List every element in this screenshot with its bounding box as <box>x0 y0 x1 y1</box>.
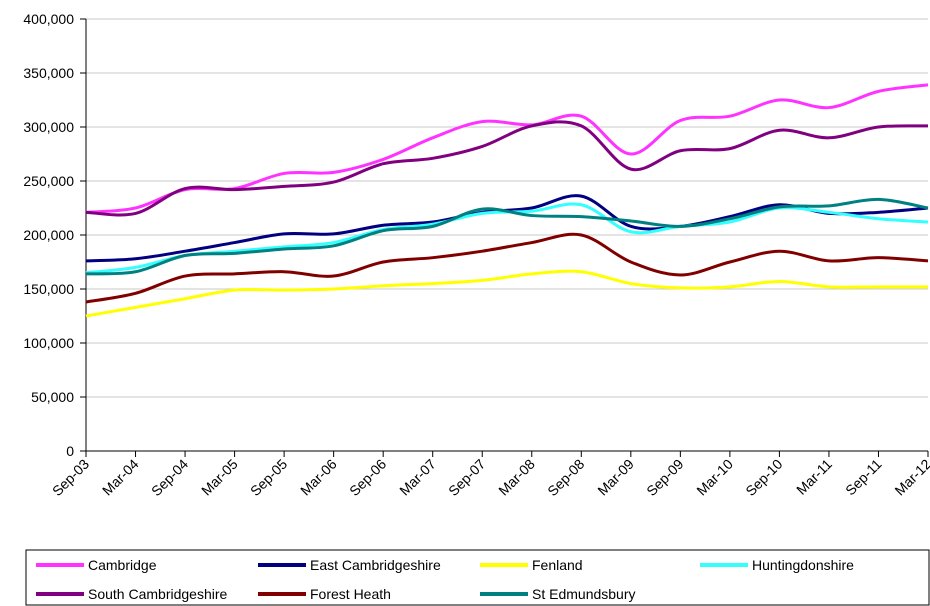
x-tick-label: Mar-06 <box>297 456 340 499</box>
x-tick-label: Sep-10 <box>742 456 785 499</box>
x-tick-label: Sep-11 <box>842 456 885 499</box>
x-tick-label: Sep-04 <box>148 456 191 499</box>
y-tick-label: 150,000 <box>23 281 74 297</box>
y-tick-label: 350,000 <box>23 65 74 81</box>
legend-label: Cambridge <box>88 557 157 573</box>
legend-box <box>25 549 930 606</box>
y-tick-label: 100,000 <box>23 335 74 351</box>
x-tick-label: Mar-07 <box>396 456 439 499</box>
line <box>85 197 929 276</box>
line <box>85 83 929 214</box>
x-tick-label: Mar-05 <box>198 456 241 499</box>
y-tick-label: 300,000 <box>23 119 74 135</box>
legend-label: St Edmundsbury <box>532 586 636 602</box>
line <box>85 269 928 318</box>
legend-label: South Cambridgeshire <box>88 586 228 602</box>
x-tick-label: Sep-08 <box>544 456 587 499</box>
x-tick-label: Mar-04 <box>99 456 142 499</box>
line <box>85 202 929 275</box>
legend-label: Fenland <box>532 557 583 573</box>
x-tick-label: Mar-09 <box>594 456 637 499</box>
y-tick-label: 250,000 <box>23 173 74 189</box>
y-tick-label: 400,000 <box>23 11 74 27</box>
x-tick-label: Mar-10 <box>693 456 736 499</box>
y-tick-label: 0 <box>66 443 74 459</box>
legend-label: Forest Heath <box>310 586 391 602</box>
x-tick-label: Mar-11 <box>793 456 835 498</box>
x-tick-label: Mar-12 <box>891 456 930 499</box>
x-tick-label: Sep-07 <box>445 456 488 499</box>
x-tick-label: Sep-09 <box>643 456 686 499</box>
legend-label: East Cambridgeshire <box>310 557 441 573</box>
legend-label: Huntingdonshire <box>752 557 854 573</box>
x-tick-label: Mar-08 <box>495 456 538 499</box>
y-tick-label: 50,000 <box>31 389 74 405</box>
x-tick-label: Sep-05 <box>247 456 290 499</box>
line <box>85 232 929 304</box>
y-tick-label: 200,000 <box>23 227 74 243</box>
x-tick-label: Sep-06 <box>346 456 389 499</box>
x-tick-label: Sep-03 <box>49 456 92 499</box>
line <box>85 120 929 217</box>
